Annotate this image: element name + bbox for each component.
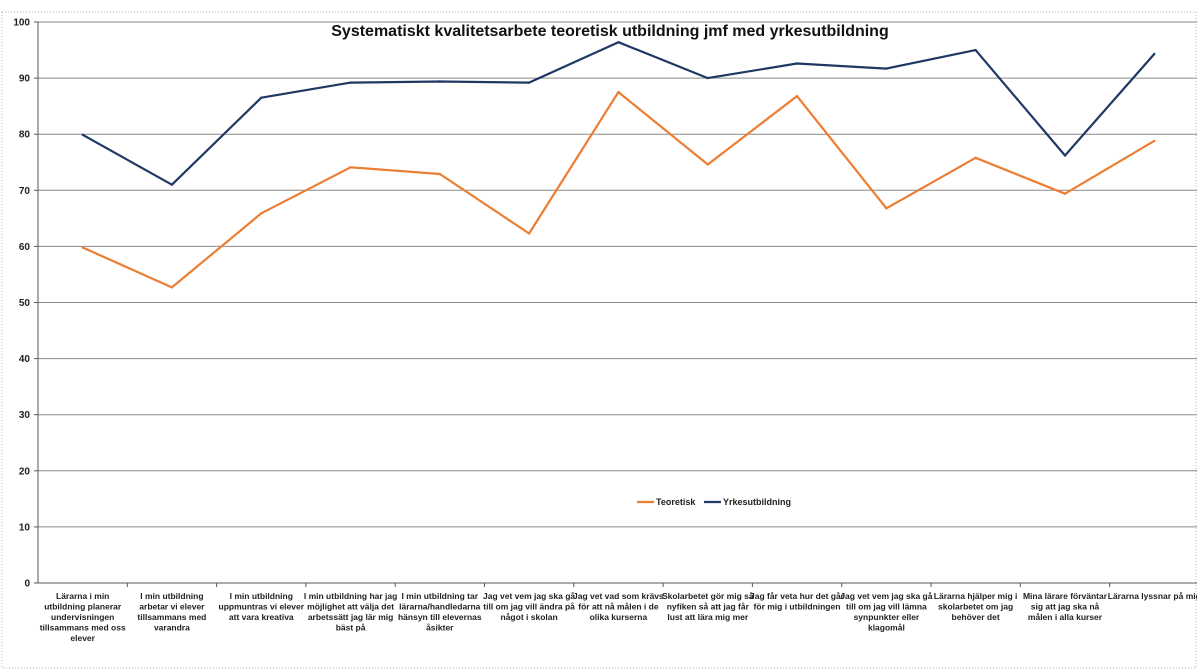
gridlines xyxy=(38,21,1197,528)
data-point-yrkesutbildning xyxy=(81,133,84,136)
y-tick-label: 80 xyxy=(19,130,31,141)
x-tick-label: I min utbildning arbetar vi elever tillsam… xyxy=(137,591,206,633)
chart-frame xyxy=(1,11,1197,669)
x-tick-label: Skolarbetet gör mig så nyfiken så att jag… xyxy=(662,591,754,622)
series-line-teoretisk xyxy=(82,90,1155,289)
x-tick-label: Jag vet vem jag ska gå till om jag vill l… xyxy=(840,591,932,633)
data-point-yrkesutbildning xyxy=(438,80,441,83)
data-point-teoretisk xyxy=(795,94,799,98)
x-tick-label: Mina lärare förväntar sig att jag ska nå m… xyxy=(1023,591,1108,622)
data-point-teoretisk xyxy=(1063,192,1067,195)
series-line-yrkesutbildning xyxy=(82,41,1156,186)
y-tick-label: 0 xyxy=(24,579,30,590)
x-tick-label: Jag får veta hur det går för mig i utbild… xyxy=(750,591,845,612)
x-tick-label: Lärarna lyssnar på mig xyxy=(1108,591,1197,601)
x-tick-label: Lärarna i min utbildning planerar undervis… xyxy=(40,591,126,643)
y-tick-label: 20 xyxy=(19,466,31,477)
data-point-yrkesutbildning xyxy=(349,81,352,84)
series-lines xyxy=(81,41,1156,289)
y-tick-label: 60 xyxy=(19,242,31,253)
x-tick-label: I min utbildning uppmuntras vi elever att … xyxy=(219,591,305,622)
data-point-yrkesutbildning xyxy=(974,48,977,52)
data-point-yrkesutbildning xyxy=(885,67,888,70)
chart-title: Systematiskt kvalitetsarbete teoretisk u… xyxy=(331,23,888,40)
data-point-teoretisk xyxy=(170,286,174,289)
legend-label-teoretisk: Teoretisk xyxy=(656,497,696,507)
data-point-yrkesutbildning xyxy=(527,81,531,84)
y-tick-label: 70 xyxy=(19,186,31,197)
data-point-teoretisk xyxy=(885,207,888,210)
data-point-yrkesutbildning xyxy=(617,41,620,44)
x-tick-label: Jag vet vem jag ska gå till om jag vill ä… xyxy=(483,591,575,622)
y-tick-label: 40 xyxy=(19,354,31,365)
category-labels: Lärarna i min utbildning planerar undervis… xyxy=(40,583,1197,643)
y-tick-label: 50 xyxy=(19,298,31,309)
data-point-teoretisk xyxy=(81,246,84,249)
x-tick-label: Jag vet vad som krävs för att nå målen i … xyxy=(573,591,664,622)
data-point-teoretisk xyxy=(1153,139,1156,143)
legend: Teoretisk Yrkesutbildning xyxy=(637,497,791,507)
legend-label-yrkesutbildning: Yrkesutbildning xyxy=(723,497,791,507)
data-point-yrkesutbildning xyxy=(170,183,174,186)
y-tick-label: 90 xyxy=(19,74,31,85)
y-axis-ticks: 0 10 20 30 40 50 60 70 80 90 100 xyxy=(13,18,38,590)
data-point-teoretisk xyxy=(438,172,441,176)
data-point-yrkesutbildning xyxy=(1153,52,1156,56)
data-point-teoretisk xyxy=(527,232,531,235)
x-tick-label: I min utbildning har jag möjlighet att vä… xyxy=(304,591,398,633)
data-point-teoretisk xyxy=(617,90,620,94)
data-point-teoretisk xyxy=(974,156,977,159)
y-tick-label: 10 xyxy=(19,522,31,533)
data-point-teoretisk xyxy=(349,166,352,169)
data-point-teoretisk xyxy=(260,212,263,215)
y-tick-label: 100 xyxy=(13,18,30,29)
x-tick-label: Lärarna hjälper mig i skolarbetet om jag b… xyxy=(934,591,1018,622)
data-point-yrkesutbildning xyxy=(795,62,799,65)
data-point-teoretisk xyxy=(706,163,709,166)
data-point-yrkesutbildning xyxy=(260,96,263,99)
data-point-yrkesutbildning xyxy=(706,76,709,80)
y-tick-label: 30 xyxy=(19,410,31,421)
x-tick-label: I min utbildning tar lärarna/handledarna h… xyxy=(398,591,482,633)
data-point-yrkesutbildning xyxy=(1063,154,1067,157)
